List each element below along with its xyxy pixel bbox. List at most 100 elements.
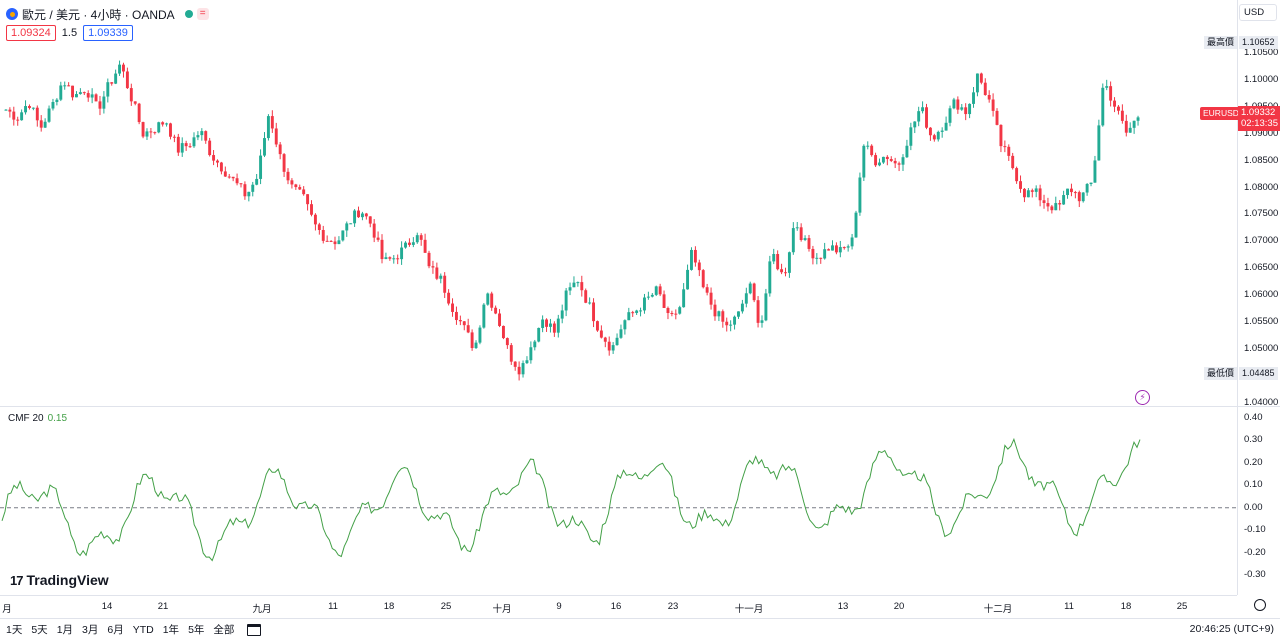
time-tick-label: 9 bbox=[556, 601, 562, 612]
candle bbox=[693, 246, 697, 267]
candle bbox=[885, 155, 889, 166]
candle bbox=[39, 115, 43, 132]
candle bbox=[1062, 190, 1066, 205]
cmf-tick-label: 0.00 bbox=[1244, 501, 1263, 513]
candle bbox=[599, 325, 603, 339]
candle bbox=[447, 289, 451, 306]
buy-price-button[interactable]: 1.09339 bbox=[83, 25, 133, 41]
candle bbox=[1015, 166, 1019, 184]
candle bbox=[901, 154, 905, 171]
candle bbox=[364, 212, 368, 220]
price-tick-label: 1.08000 bbox=[1244, 181, 1279, 193]
candle bbox=[278, 141, 282, 160]
candle bbox=[474, 340, 478, 349]
candle bbox=[8, 107, 12, 118]
price-tick-label: 1.06500 bbox=[1244, 262, 1279, 274]
clock[interactable]: 20:46:25 (UTC+9) bbox=[1189, 623, 1274, 635]
candle bbox=[505, 337, 509, 349]
candle bbox=[110, 82, 114, 86]
candle bbox=[811, 245, 815, 265]
symbol-title[interactable]: 歐元 / 美元 · 4小時 · OANDA bbox=[22, 7, 175, 22]
candle bbox=[627, 307, 631, 321]
candle bbox=[831, 240, 834, 251]
range-button[interactable]: 1月 bbox=[56, 624, 74, 636]
time-tick-label: 23 bbox=[667, 601, 679, 612]
price-tick-label: 1.06000 bbox=[1244, 289, 1279, 301]
cmf-legend[interactable]: CMF 20 0.15 bbox=[8, 413, 67, 424]
tradingview-logo[interactable]: 17 TradingView bbox=[10, 572, 109, 588]
candle bbox=[784, 267, 787, 277]
candle bbox=[956, 96, 960, 114]
time-axis[interactable]: 月 14 21 九月 11 18 25 十月 9 16 23 十一月 13 20 十二月 11 18 25 bbox=[0, 595, 1237, 615]
range-button[interactable]: 3月 bbox=[82, 624, 99, 636]
candle bbox=[266, 114, 270, 141]
range-button[interactable]: 6月 bbox=[107, 624, 124, 636]
price-axis[interactable]: 1.105001.100001.095001.090001.085001.080… bbox=[1237, 0, 1280, 595]
candle bbox=[803, 235, 807, 242]
candle bbox=[67, 82, 71, 87]
candle bbox=[184, 140, 188, 151]
candle bbox=[807, 234, 811, 252]
data-status-badge[interactable]: = bbox=[196, 8, 209, 20]
candle bbox=[286, 168, 290, 185]
range-button[interactable]: YTD bbox=[132, 623, 154, 636]
candle bbox=[584, 288, 588, 304]
candle bbox=[259, 149, 263, 185]
candle bbox=[795, 221, 799, 231]
price-chart-canvas[interactable] bbox=[0, 0, 1237, 595]
range-button[interactable]: 5天 bbox=[31, 624, 48, 636]
candle bbox=[686, 264, 690, 290]
time-tick-label: 16 bbox=[610, 601, 622, 612]
candle bbox=[341, 230, 345, 242]
candle bbox=[86, 90, 90, 102]
pane-separator[interactable] bbox=[0, 406, 1280, 407]
candle bbox=[866, 141, 870, 150]
range-button[interactable]: 1年 bbox=[162, 624, 180, 636]
candle bbox=[169, 122, 172, 140]
currency-button[interactable]: USD bbox=[1239, 4, 1277, 21]
candle bbox=[791, 222, 795, 255]
high-label: 最高價 bbox=[1204, 36, 1238, 49]
candle bbox=[192, 132, 196, 148]
candle bbox=[98, 95, 102, 116]
candle bbox=[548, 318, 552, 333]
candle bbox=[999, 124, 1003, 153]
candle bbox=[968, 103, 972, 119]
candle bbox=[1011, 152, 1015, 170]
settings-icon[interactable] bbox=[1254, 599, 1266, 611]
candle bbox=[470, 329, 474, 351]
symbol-legend[interactable]: 歐元 / 美元 · 4小時 · OANDA = bbox=[6, 6, 209, 22]
lightning-icon[interactable]: ⚡ bbox=[1135, 390, 1150, 405]
candle bbox=[1019, 175, 1022, 193]
candle bbox=[709, 287, 713, 310]
candle bbox=[995, 108, 999, 126]
range-button[interactable]: 全部 bbox=[213, 624, 235, 636]
candle bbox=[697, 259, 701, 277]
cmf-tick-label: 0.30 bbox=[1244, 434, 1263, 446]
range-button[interactable]: 5年 bbox=[188, 624, 205, 636]
candle bbox=[1101, 83, 1105, 127]
candle bbox=[1113, 97, 1116, 113]
time-tick-label: 九月 bbox=[252, 604, 272, 615]
cmf-tick-label: -0.20 bbox=[1244, 546, 1266, 558]
candle bbox=[415, 232, 419, 244]
range-button[interactable]: 1天 bbox=[6, 624, 23, 636]
candle bbox=[846, 244, 850, 252]
candle bbox=[952, 97, 956, 110]
candle bbox=[396, 254, 400, 265]
candle bbox=[529, 341, 533, 364]
cmf-tick-label: 0.20 bbox=[1244, 456, 1263, 468]
candle bbox=[165, 122, 169, 127]
cmf-line bbox=[1, 437, 1141, 562]
candle bbox=[47, 105, 51, 123]
candle bbox=[658, 283, 662, 297]
candle bbox=[940, 127, 944, 138]
candle bbox=[55, 98, 59, 106]
time-tick-label: 25 bbox=[440, 601, 452, 612]
calendar-icon[interactable] bbox=[247, 623, 262, 636]
candle bbox=[16, 116, 20, 126]
candle bbox=[1054, 196, 1058, 211]
candle bbox=[1073, 190, 1077, 199]
sell-price-button[interactable]: 1.09324 bbox=[6, 25, 56, 41]
candle bbox=[353, 209, 357, 227]
